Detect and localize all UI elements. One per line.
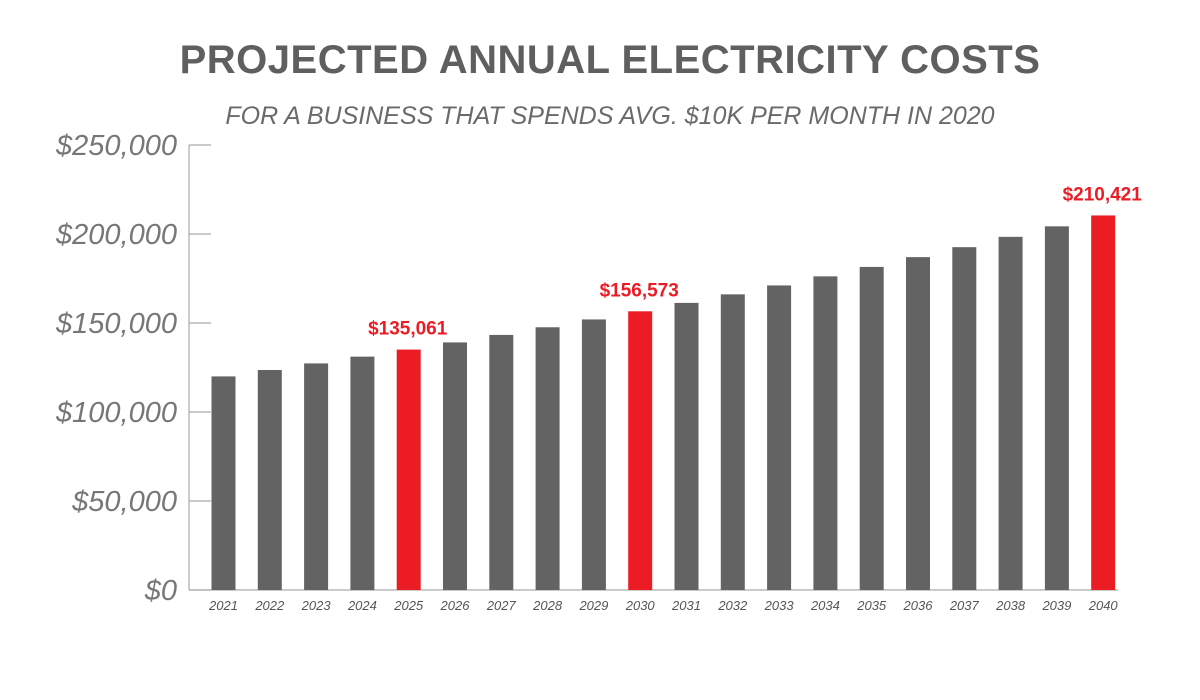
- x-tick-label: 2034: [810, 598, 840, 613]
- x-tick-label: 2036: [903, 598, 934, 613]
- x-tick-label: 2029: [578, 598, 608, 613]
- x-tick-label: 2040: [1088, 598, 1119, 613]
- x-tick-label: 2022: [254, 598, 285, 613]
- bar-2034: [813, 276, 838, 590]
- x-tick-label: 2027: [486, 598, 517, 613]
- x-tick-label: 2035: [856, 598, 887, 613]
- bar-2032: [720, 294, 745, 590]
- bar-2023: [304, 363, 329, 590]
- x-tick-label: 2039: [1041, 598, 1071, 613]
- bar-2038: [998, 236, 1023, 590]
- bar-2040: [1091, 215, 1116, 590]
- x-tick-label: 2028: [532, 598, 563, 613]
- x-tick-label: 2031: [671, 598, 701, 613]
- chart-title: PROJECTED ANNUAL ELECTRICITY COSTS: [179, 38, 1041, 82]
- bar-2028: [535, 327, 560, 590]
- x-tick-label: 2026: [440, 598, 471, 613]
- x-tick-label: 2038: [995, 598, 1026, 613]
- x-axis: 2021 2022 2023 2024 2025 2026 2027 2028 2029 2030…: [189, 589, 1119, 613]
- bar-2036: [906, 257, 930, 590]
- bar-2033: [767, 285, 792, 590]
- x-tick-label: 2037: [949, 598, 980, 613]
- data-label-2025: $135,061: [368, 319, 448, 340]
- y-tick-label: $100,000: [55, 397, 177, 429]
- y-tick-label: $200,000: [55, 219, 177, 251]
- bar-2029: [581, 319, 606, 590]
- bar-2037: [952, 247, 977, 590]
- bar-2031: [674, 302, 699, 590]
- bar-2022: [257, 369, 282, 590]
- bars: [211, 215, 1116, 590]
- y-tick-label: $50,000: [71, 486, 177, 518]
- x-tick-label: 2024: [347, 598, 377, 613]
- chart-subtitle: FOR A BUSINESS THAT SPENDS AVG. $10K PER…: [225, 102, 995, 130]
- bar-2025: [396, 349, 421, 590]
- bar-2035: [859, 266, 884, 590]
- data-label-2030: $156,573: [600, 280, 679, 301]
- y-tick-label: $0: [144, 575, 177, 607]
- data-labels: $135,061 $156,573 $210,421: [368, 184, 1142, 339]
- x-tick-label: 2025: [393, 598, 424, 613]
- bar-2039: [1044, 226, 1069, 590]
- x-tick-label: 2023: [301, 598, 332, 613]
- y-axis: $0 $50,000 $100,000 $150,000 $200,000 $250,00…: [55, 130, 211, 607]
- data-label-2040: $210,421: [1063, 184, 1143, 205]
- bar-2027: [489, 334, 514, 590]
- bar-2026: [443, 342, 467, 590]
- bar-2024: [350, 356, 375, 590]
- bar-2030: [628, 311, 653, 590]
- x-tick-label: 2032: [717, 598, 748, 613]
- y-tick-label: $150,000: [55, 308, 177, 340]
- y-tick-label: $250,000: [55, 130, 177, 162]
- x-tick-label: 2021: [208, 598, 238, 613]
- bar-2021: [211, 376, 236, 590]
- x-tick-label: 2033: [764, 598, 795, 613]
- x-tick-label: 2030: [625, 598, 656, 613]
